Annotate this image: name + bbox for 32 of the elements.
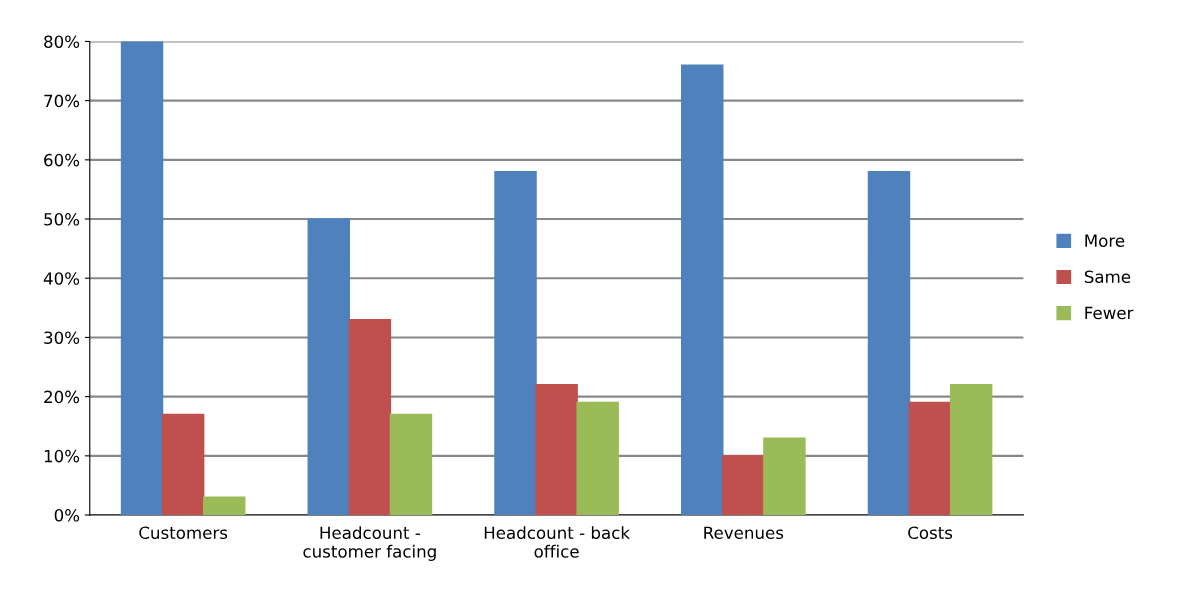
bar [389,413,433,516]
bar [949,384,993,516]
y-tick-label: 30% [44,331,80,345]
y-tick-label: 40% [43,272,80,285]
x-tick-label: Headcount - customer facing [303,526,436,561]
y-tick-label: 60% [44,153,80,167]
y-tick-label: 70% [44,94,80,108]
y-tick-label: 0% [54,509,80,522]
bar [120,41,164,516]
bar [908,401,952,516]
y-tick-label: 10% [44,449,80,463]
legend-label: Fewer [1085,306,1134,320]
y-tick-label: 80% [44,35,80,49]
y-tick-label: 50% [44,213,80,226]
bar [202,496,246,516]
x-tick-label: Customers [139,526,228,540]
bar [161,413,205,516]
bar [494,170,537,516]
bar [348,318,392,516]
y-tick-label: 20% [44,390,80,404]
bar [722,455,765,516]
bar [681,64,724,516]
bar [867,170,911,516]
legend-label: Same [1084,270,1131,284]
x-tick-label: Costs [908,526,953,540]
bar [307,218,351,516]
bar [576,401,619,516]
bar [763,437,806,516]
x-tick-label: Headcount - back office [484,526,630,558]
legend-label: More [1085,234,1125,247]
bar [535,384,578,516]
x-tick-label: Revenues [704,526,784,540]
